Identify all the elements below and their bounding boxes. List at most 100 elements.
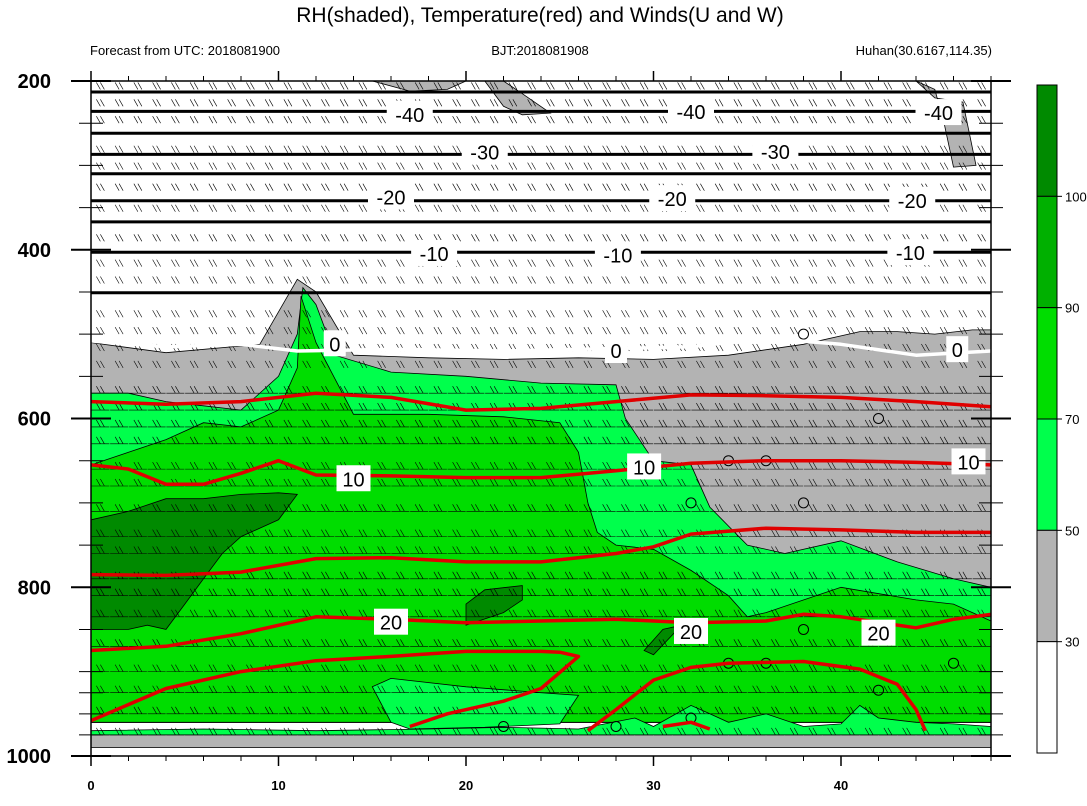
wind-barb [114, 419, 120, 428]
wind-barb [475, 99, 480, 107]
wind-barb [587, 478, 593, 487]
contour-label-box [649, 185, 696, 212]
wind-barb [714, 82, 720, 90]
wind-barb [789, 116, 795, 124]
wind-barb [475, 529, 480, 537]
wind-barb [302, 99, 307, 107]
wind-barb [227, 116, 232, 124]
wind-barb [864, 588, 870, 596]
wind-barb [925, 402, 930, 411]
wind-barb [883, 276, 889, 284]
wind-barb [639, 310, 645, 318]
wind-barb [268, 145, 274, 153]
wind-barb [643, 402, 649, 411]
wind-barb [812, 386, 818, 394]
wind-barb [977, 183, 982, 191]
wind-barb [756, 504, 761, 512]
wind-barb [700, 402, 705, 411]
contour-label-box [915, 99, 962, 126]
wind-barb [471, 727, 476, 736]
wind-barb [152, 419, 157, 428]
wind-barb [302, 664, 307, 672]
wind-barb [321, 478, 326, 487]
wind-barb [639, 386, 645, 394]
wind-barb [343, 639, 349, 647]
wind-barb [227, 419, 232, 428]
wind-barb [564, 360, 570, 369]
wind-barb [489, 727, 495, 736]
wind-barb [152, 82, 157, 90]
wind-barb [681, 360, 686, 369]
wind-barb [606, 326, 611, 335]
wind-barb [512, 436, 518, 444]
wind-barb [456, 436, 461, 444]
wind-barb [775, 276, 780, 284]
wind-barb [681, 259, 686, 267]
wind-barb [452, 276, 457, 284]
wind-barb [189, 706, 195, 714]
wind-barb [171, 529, 176, 537]
wind-barb [718, 588, 724, 596]
wind-barb [981, 360, 986, 369]
wind-barb [883, 727, 889, 736]
wind-barb [737, 360, 743, 369]
wind-barb [175, 461, 180, 470]
wind-barb [302, 504, 307, 512]
wind-barb [362, 204, 368, 212]
wind-barb [212, 419, 218, 428]
wind-barb [358, 706, 364, 714]
wind-barb [662, 478, 668, 487]
wind-barb [906, 402, 911, 411]
wind-barb [587, 664, 593, 672]
wind-barb [681, 326, 686, 335]
wind-barb [602, 204, 607, 212]
wind-barb [662, 360, 668, 369]
wind-barb [418, 706, 424, 714]
wind-barb [156, 609, 161, 617]
wind-barb [868, 360, 874, 369]
wind-barb [621, 685, 626, 693]
wind-barb [362, 145, 368, 153]
wind-barb [339, 386, 345, 394]
wind-barb [377, 419, 382, 428]
wind-barb [531, 571, 536, 579]
wind-barb [602, 234, 607, 242]
wind-barb [118, 204, 124, 212]
wind-barb [264, 571, 270, 579]
wind-barb [96, 326, 101, 335]
wind-barb [546, 82, 551, 90]
wind-barb [868, 82, 874, 90]
wind-barb [700, 162, 705, 170]
wind-barb [812, 343, 818, 352]
wind-barb [171, 183, 176, 191]
wind-barb [681, 609, 686, 617]
y-tick-label: 600 [18, 409, 51, 431]
wind-barb [568, 310, 574, 318]
wind-barb [137, 529, 143, 537]
wind-barb [733, 402, 739, 411]
wind-barb [902, 99, 907, 107]
wind-barb [639, 588, 645, 596]
wind-barb [789, 82, 795, 90]
wind-barb [189, 504, 195, 512]
wind-barb [189, 276, 195, 284]
wind-barb [193, 183, 199, 191]
wind-barb [171, 99, 176, 107]
wind-barb [283, 82, 289, 90]
wind-barb [812, 183, 818, 191]
wind-barb [489, 588, 495, 596]
wind-barb [475, 609, 480, 617]
wind-barb [831, 145, 836, 153]
wind-barb [189, 386, 195, 394]
wind-barb [283, 162, 289, 170]
wind-barb [887, 571, 893, 579]
wind-barb [512, 234, 518, 242]
wind-barb [246, 706, 251, 714]
wind-barb [943, 639, 949, 647]
wind-barb [718, 402, 724, 411]
wind-barb [493, 639, 499, 647]
wind-barb [325, 419, 330, 428]
wind-barb [212, 609, 218, 617]
wind-barb [512, 360, 518, 369]
wind-barb [343, 609, 349, 617]
